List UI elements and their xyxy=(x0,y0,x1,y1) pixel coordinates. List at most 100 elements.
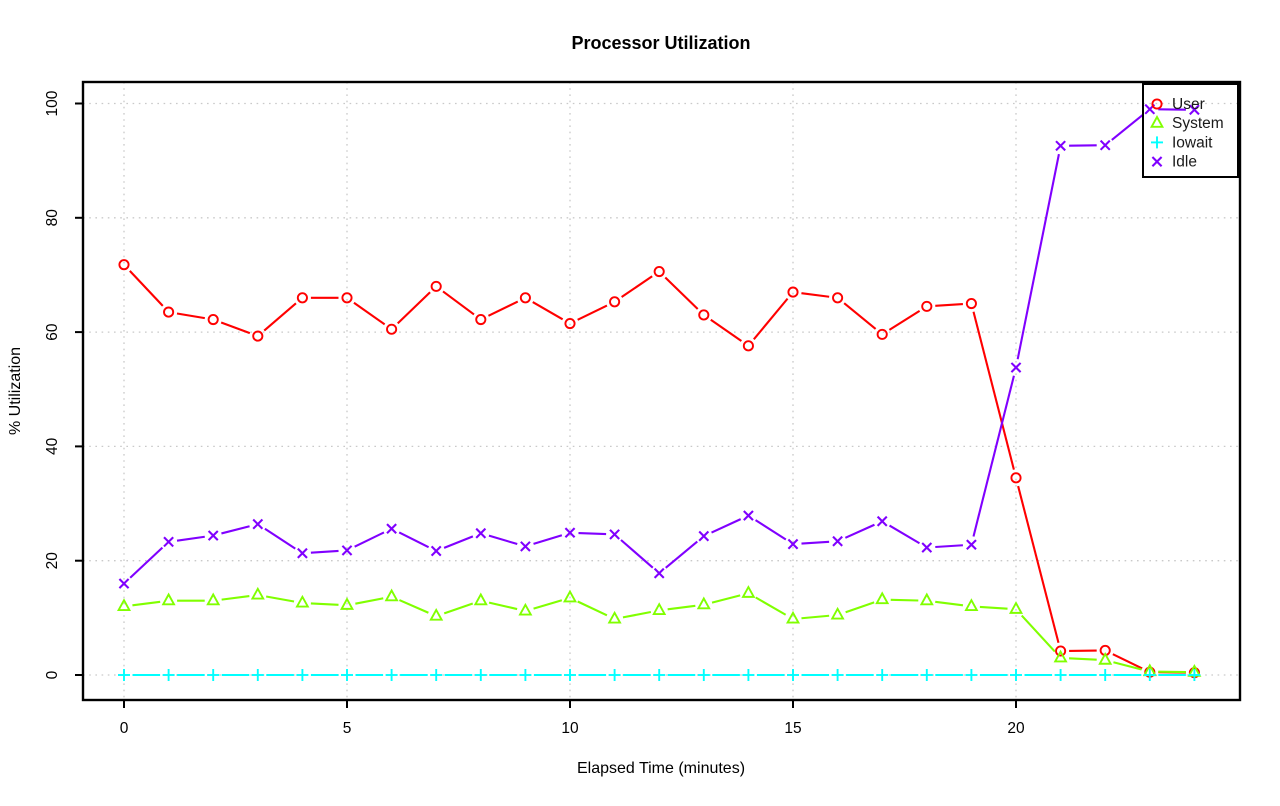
series-user-marker xyxy=(521,293,530,302)
series-system-segment xyxy=(623,612,651,617)
series-user-segment xyxy=(533,302,563,319)
series-system-marker xyxy=(297,597,308,607)
series-user-marker xyxy=(655,267,664,276)
series-system-marker xyxy=(431,610,442,620)
series-user-segment xyxy=(622,276,653,297)
series-idle-segment xyxy=(578,533,606,534)
series-user-segment xyxy=(443,291,474,314)
series-user-segment xyxy=(578,306,607,320)
series-system-segment xyxy=(399,600,428,613)
series-system-marker xyxy=(877,593,888,603)
series-system-segment xyxy=(712,595,740,602)
legend-label-user: User xyxy=(1172,96,1205,113)
series-system-segment xyxy=(1069,658,1097,659)
x-tick-label: 10 xyxy=(561,720,579,737)
series-user-marker xyxy=(699,310,708,319)
series-user-segment xyxy=(889,311,919,330)
series-user-segment xyxy=(801,293,829,297)
series-idle-segment xyxy=(130,548,162,578)
series-user-marker xyxy=(432,282,441,291)
series-system-marker xyxy=(1011,603,1022,613)
series-user-marker xyxy=(967,299,976,308)
series-system-segment xyxy=(756,598,786,615)
series-system-marker xyxy=(698,599,709,609)
series-system-segment xyxy=(355,598,383,603)
series-system-marker xyxy=(520,605,531,615)
series-user-marker xyxy=(565,319,574,328)
series-system-marker xyxy=(788,613,799,623)
series-user-marker xyxy=(1011,473,1020,482)
series-user-segment xyxy=(398,292,430,323)
series-idle-segment xyxy=(399,532,428,547)
series-idle-segment xyxy=(265,529,295,549)
series-user-marker xyxy=(164,307,173,316)
series-idle-segment xyxy=(801,542,829,544)
series-idle-segment xyxy=(534,535,562,544)
series-system-marker xyxy=(565,592,576,602)
series-system-marker xyxy=(475,595,486,605)
y-tick-label: 40 xyxy=(44,437,61,455)
series-idle-segment xyxy=(712,519,741,532)
series-system-marker xyxy=(609,613,620,623)
series-user-segment xyxy=(354,303,385,325)
x-tick-label: 15 xyxy=(784,720,801,737)
series-system-marker xyxy=(1100,654,1111,664)
series-system-marker xyxy=(208,595,219,605)
legend-label-iowait: Iowait xyxy=(1172,134,1213,151)
series-system-segment xyxy=(846,602,875,612)
series-system-marker xyxy=(966,600,977,610)
series-idle-segment xyxy=(890,526,920,544)
series-user-segment xyxy=(665,277,697,309)
series-user-segment xyxy=(221,322,250,333)
series-system-segment xyxy=(891,600,919,601)
series-idle-segment xyxy=(621,540,653,568)
series-user-marker xyxy=(610,297,619,306)
series-idle-segment xyxy=(489,536,517,544)
legend-label-idle: Idle xyxy=(1172,154,1197,171)
series-idle-segment xyxy=(311,551,339,553)
series-idle-segment xyxy=(1018,154,1059,359)
series-idle-segment xyxy=(845,525,874,538)
y-tick-label: 100 xyxy=(44,90,61,116)
chart-title: Processor Utilization xyxy=(571,33,750,54)
series-system-marker xyxy=(743,587,754,597)
series-system-segment xyxy=(935,602,963,606)
series-user-segment xyxy=(488,302,517,316)
series-idle-segment xyxy=(973,376,1013,537)
series-system-segment xyxy=(1022,616,1055,652)
series-user-segment xyxy=(974,312,1014,470)
series-system-segment xyxy=(132,602,160,606)
series-idle-segment xyxy=(1112,115,1143,140)
series-idle-segment xyxy=(355,532,384,546)
x-tick-label: 20 xyxy=(1007,720,1025,737)
series-user-marker xyxy=(298,293,307,302)
series-user-marker xyxy=(476,315,485,324)
series-system-segment xyxy=(668,606,696,610)
series-user-marker xyxy=(922,302,931,311)
series-system-segment xyxy=(444,603,473,613)
series-idle-segment xyxy=(177,537,205,541)
series-idle-segment xyxy=(756,520,786,539)
y-tick-label: 60 xyxy=(44,323,61,341)
series-user-marker xyxy=(833,293,842,302)
series-user-marker xyxy=(788,287,797,296)
series-system-marker xyxy=(163,595,174,605)
legend-label-system: System xyxy=(1172,115,1224,132)
series-idle-segment xyxy=(444,536,473,547)
series-system-marker xyxy=(386,591,397,601)
y-tick-label: 20 xyxy=(44,552,61,570)
series-system-segment xyxy=(489,603,517,609)
series-user-segment xyxy=(754,299,788,340)
series-system-segment xyxy=(801,616,829,618)
series-system-segment xyxy=(980,607,1008,609)
x-axis-label: Elapsed Time (minutes) xyxy=(577,760,745,778)
series-user-marker xyxy=(387,325,396,334)
y-tick-label: 80 xyxy=(44,209,61,227)
series-system-marker xyxy=(921,595,932,605)
series-system-segment xyxy=(578,601,607,615)
series-system-segment xyxy=(534,600,562,608)
series-user-segment xyxy=(711,320,742,341)
series-user-segment xyxy=(264,303,296,330)
